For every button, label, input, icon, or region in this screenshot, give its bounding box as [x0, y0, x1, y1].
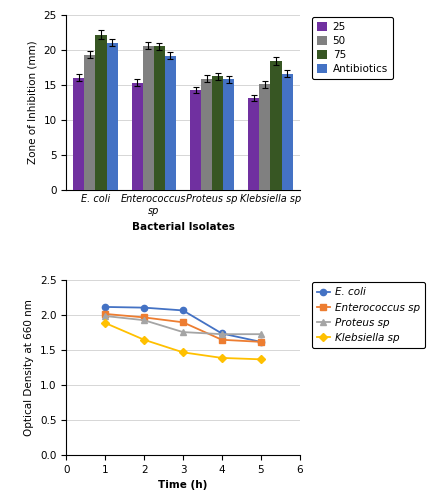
- Bar: [107, 43, 118, 190]
- Bar: [259, 84, 270, 190]
- Line: E. coli: E. coli: [102, 304, 264, 345]
- Bar: [248, 98, 259, 190]
- Bar: [190, 90, 201, 190]
- Y-axis label: Optical Density at 660 nm: Optical Density at 660 nm: [24, 300, 34, 436]
- Bar: [143, 46, 154, 190]
- Y-axis label: Zone of Inhibition (mm): Zone of Inhibition (mm): [28, 40, 38, 164]
- Proteus sp: [180, 329, 185, 335]
- Proteus sp: [142, 317, 147, 323]
- Bar: [270, 61, 282, 190]
- E. coli: [258, 339, 263, 345]
- Klebsiella sp: [180, 350, 185, 356]
- X-axis label: Bacterial Isolates: Bacterial Isolates: [131, 222, 235, 232]
- X-axis label: Time (h): Time (h): [158, 480, 208, 490]
- Bar: [95, 34, 107, 190]
- Line: Enterococcus sp: Enterococcus sp: [102, 311, 264, 345]
- Klebsiella sp: [219, 355, 224, 361]
- Bar: [154, 46, 165, 190]
- Bar: [165, 56, 176, 190]
- Line: Proteus sp: Proteus sp: [102, 313, 264, 338]
- Klebsiella sp: [103, 320, 108, 326]
- Bar: [201, 78, 212, 190]
- Enterococcus sp: [103, 311, 108, 317]
- Bar: [282, 74, 293, 190]
- Proteus sp: [219, 331, 224, 337]
- Bar: [84, 55, 95, 190]
- Enterococcus sp: [258, 339, 263, 345]
- Enterococcus sp: [142, 314, 147, 320]
- Proteus sp: [258, 331, 263, 337]
- Klebsiella sp: [142, 337, 147, 343]
- Legend: 25, 50, 75, Antibiotics: 25, 50, 75, Antibiotics: [312, 16, 393, 79]
- Bar: [223, 80, 234, 190]
- Enterococcus sp: [219, 337, 224, 343]
- Proteus sp: [103, 313, 108, 319]
- E. coli: [142, 304, 147, 310]
- Bar: [132, 82, 143, 190]
- Enterococcus sp: [180, 320, 185, 326]
- E. coli: [103, 304, 108, 310]
- Klebsiella sp: [258, 356, 263, 362]
- E. coli: [219, 330, 224, 336]
- Bar: [73, 78, 84, 190]
- Legend: E. coli, Enterococcus sp, Proteus sp, Klebsiella sp: E. coli, Enterococcus sp, Proteus sp, Kl…: [312, 282, 425, 348]
- Line: Klebsiella sp: Klebsiella sp: [102, 320, 264, 362]
- Bar: [212, 76, 223, 190]
- E. coli: [180, 308, 185, 314]
